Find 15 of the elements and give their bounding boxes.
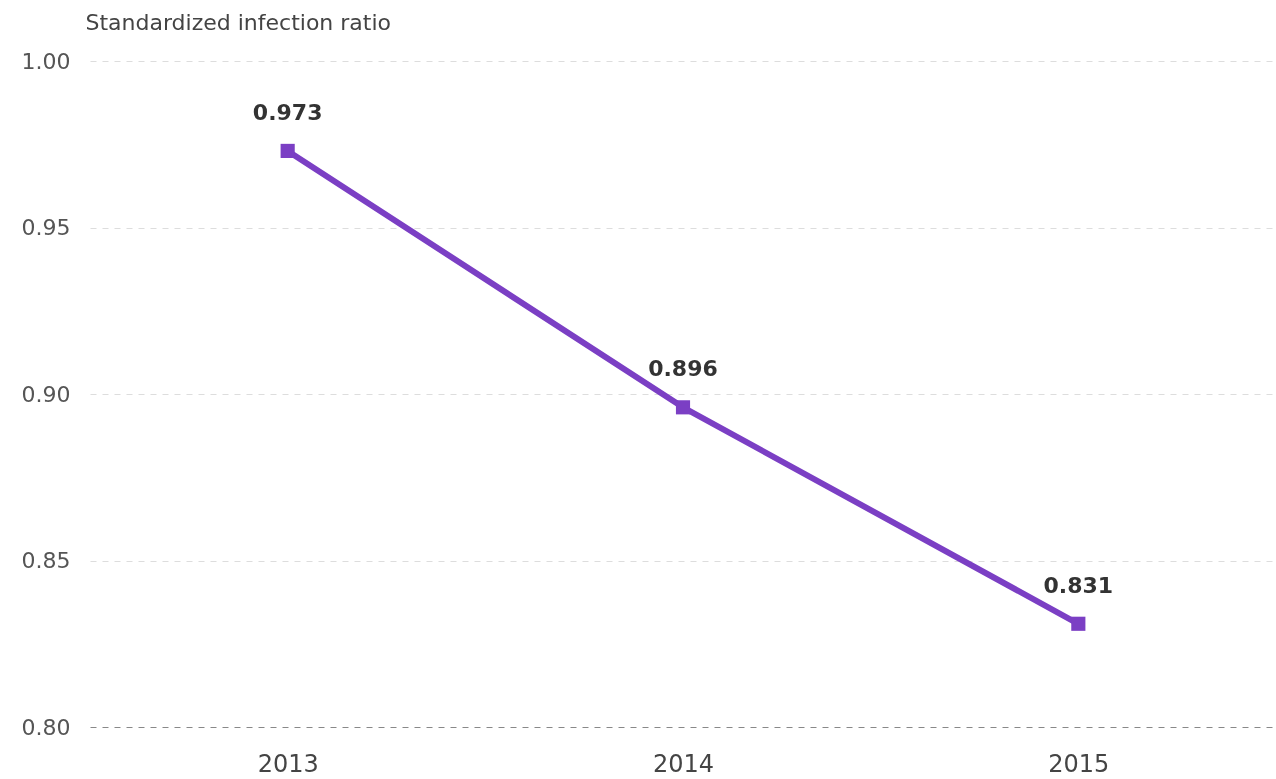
y-tick-label: 0.80 bbox=[21, 714, 71, 740]
y-axis-title: Standardized infection ratio bbox=[85, 9, 392, 35]
point bbox=[1071, 616, 1086, 631]
y-tick-label: 0.95 bbox=[21, 215, 71, 240]
point bbox=[280, 143, 295, 158]
y-tick-label: 0.90 bbox=[21, 381, 71, 407]
x-tick-label: 2013 bbox=[257, 749, 319, 778]
y-tick-label: 1.00 bbox=[21, 48, 71, 74]
x-tick-label: 2014 bbox=[652, 749, 715, 778]
x-tick-label: 2015 bbox=[1048, 749, 1110, 778]
data-label: 0.831 bbox=[1043, 572, 1114, 598]
y-tick-label: 0.85 bbox=[21, 548, 71, 573]
point bbox=[675, 400, 691, 415]
data-label: 0.896 bbox=[648, 356, 718, 382]
data-label: 0.973 bbox=[252, 99, 323, 125]
